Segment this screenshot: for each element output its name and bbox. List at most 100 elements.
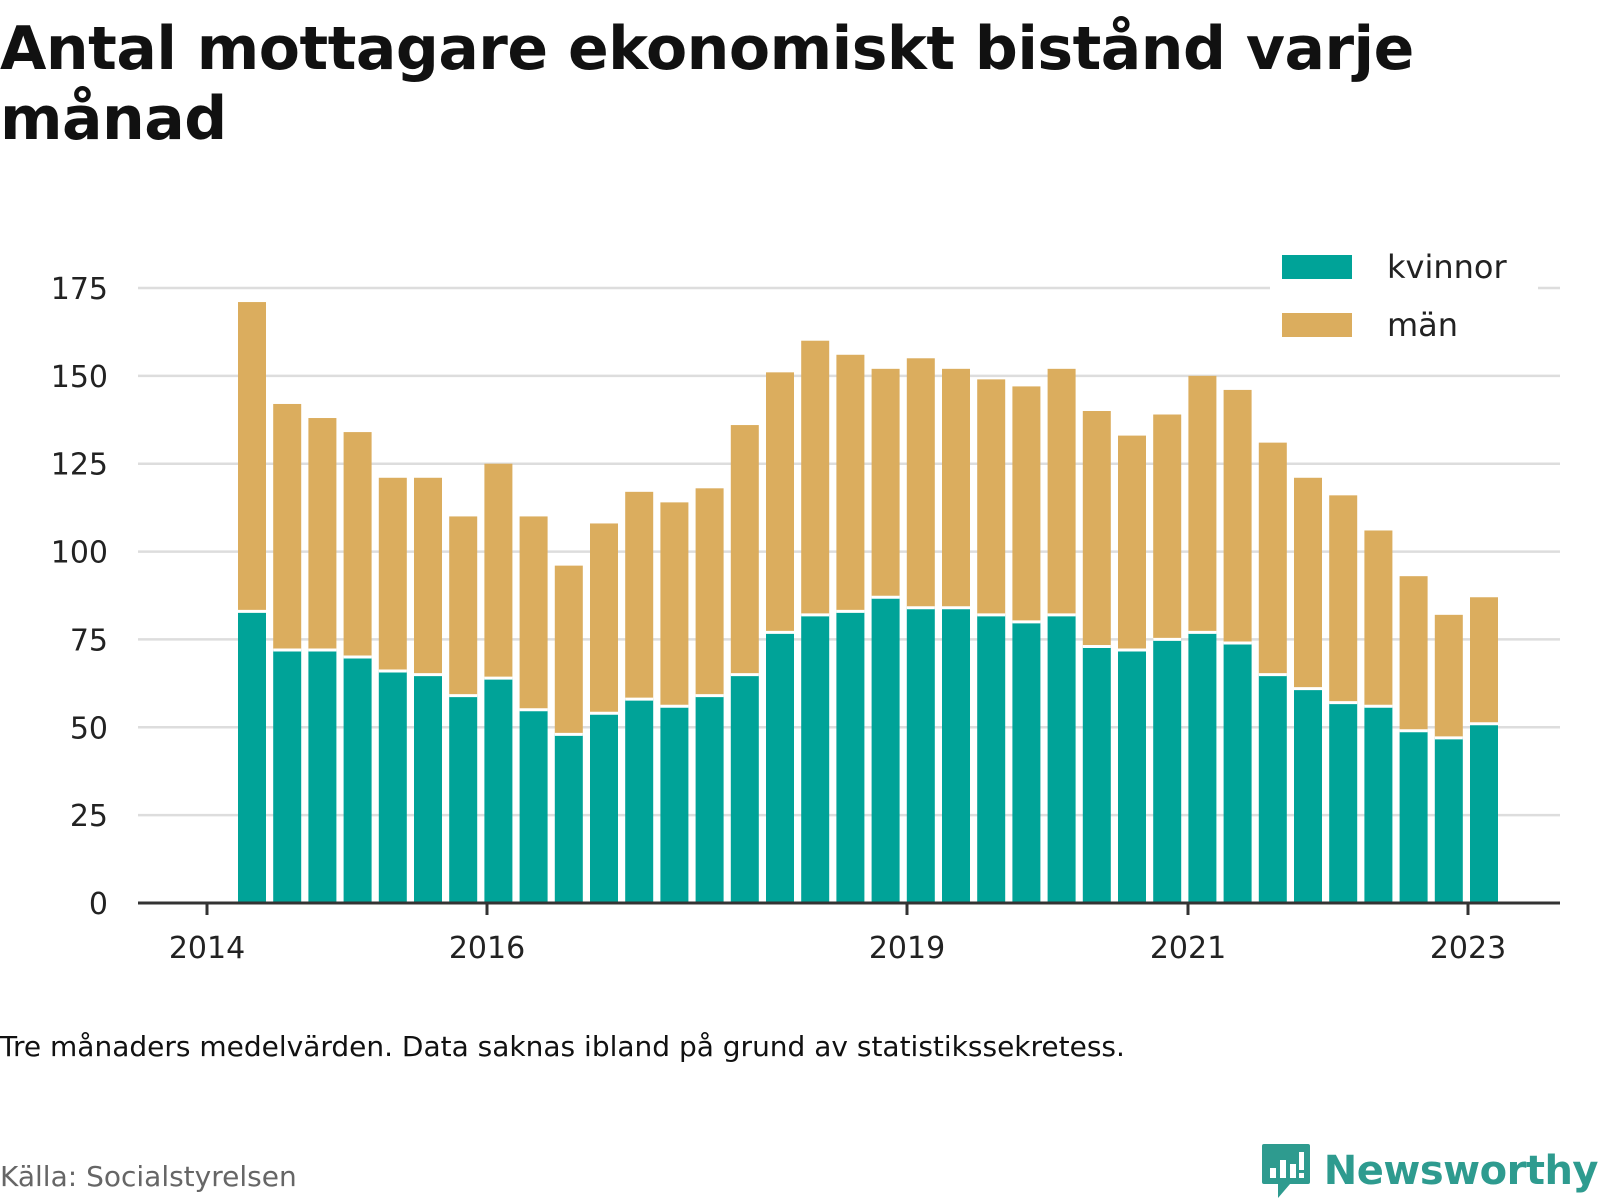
bar-kvinnor: [942, 607, 970, 903]
y-tick-label: 25: [70, 799, 108, 834]
bar-kvinnor: [977, 614, 1006, 903]
bar-man: [906, 358, 935, 608]
bar-man: [625, 491, 654, 700]
y-tick-label: 75: [70, 623, 108, 658]
bar-kvinnor: [343, 657, 372, 903]
bar-man: [1012, 386, 1041, 622]
legend-label: kvinnor: [1387, 248, 1508, 286]
x-tick-label: 2023: [1430, 931, 1506, 966]
bar-kvinnor: [554, 734, 583, 903]
bar-kvinnor: [308, 649, 337, 903]
bar-man: [942, 368, 970, 608]
bar-kvinnor: [801, 614, 830, 903]
bar-kvinnor: [871, 597, 900, 903]
bar-kvinnor: [1470, 723, 1498, 903]
legend-swatch: [1282, 255, 1352, 279]
x-tick-label: 2019: [869, 931, 945, 966]
bar-man: [484, 463, 513, 679]
brand-logo: Newsworthy: [1260, 1142, 1599, 1200]
bar-man: [1329, 495, 1358, 703]
y-tick-label: 125: [51, 448, 108, 483]
brand-name: Newsworthy: [1323, 1148, 1599, 1194]
bar-kvinnor: [660, 706, 689, 903]
bar-man: [1118, 435, 1146, 650]
bar-man: [1082, 411, 1111, 647]
bar-man: [1470, 597, 1498, 724]
x-tick-label: 2021: [1150, 931, 1226, 966]
newsworthy-logo-icon: [1261, 1144, 1310, 1198]
y-tick-label: 150: [51, 360, 108, 395]
bar-kvinnor: [1329, 702, 1358, 903]
bar-kvinnor: [590, 713, 618, 903]
bar-kvinnor: [1258, 674, 1287, 903]
bar-kvinnor: [484, 678, 513, 903]
bar-man: [801, 340, 830, 615]
bar-man: [554, 565, 583, 735]
bar-kvinnor: [1434, 737, 1463, 903]
y-axis-ticks: 0 25 50 75 100 125 150 175: [51, 272, 108, 922]
x-tick-label: 2016: [449, 931, 525, 966]
bar-kvinnor: [1364, 706, 1393, 903]
bar-man: [1399, 576, 1428, 731]
bar-man: [766, 372, 794, 633]
stacked-bar-chart: 0 25 50 75 100 125 150 175 2014 2016 2019 2021 2023…: [50, 240, 1560, 966]
bar-kvinnor: [449, 695, 478, 903]
bar-kvinnor: [519, 709, 548, 903]
bar-man: [1258, 442, 1287, 675]
bar-kvinnor: [906, 607, 935, 903]
bar-kvinnor: [695, 695, 724, 903]
bar-man: [378, 477, 407, 672]
bar-kvinnor: [414, 674, 442, 903]
bar-kvinnor: [1082, 646, 1111, 903]
bar-man: [660, 502, 689, 707]
bar-man: [238, 302, 266, 612]
bar-kvinnor: [1223, 642, 1252, 903]
bar-man: [1153, 414, 1182, 640]
chart-note: Tre månaders medelvärden. Data saknas ib…: [0, 1030, 1125, 1063]
bars: [238, 302, 1498, 903]
source-text: Källa: Socialstyrelsen: [0, 1160, 297, 1193]
bar-man: [1047, 368, 1076, 615]
bar-man: [449, 516, 478, 696]
bar-man: [343, 432, 372, 657]
legend-label: män: [1387, 306, 1458, 344]
bar-man: [1364, 530, 1393, 707]
bar-man: [871, 368, 900, 598]
bar-kvinnor: [1012, 621, 1041, 903]
bar-kvinnor: [238, 611, 266, 903]
bar-man: [1434, 614, 1463, 738]
y-tick-label: 175: [51, 272, 108, 307]
legend-swatch: [1282, 313, 1352, 337]
bar-kvinnor: [1188, 632, 1217, 903]
bar-man: [1188, 375, 1217, 633]
chart-title: Antal mottagare ekonomiskt bistånd varje…: [0, 14, 1414, 154]
x-axis: 2014 2016 2019 2021 2023: [138, 901, 1560, 966]
legend: kvinnor män: [1270, 240, 1538, 358]
bar-man: [695, 488, 724, 696]
bar-kvinnor: [625, 699, 654, 903]
bar-man: [273, 403, 302, 650]
bar-man: [1223, 389, 1252, 643]
bar-kvinnor: [1153, 639, 1182, 903]
bar-man: [977, 379, 1006, 615]
x-tick-label: 2014: [169, 931, 245, 966]
bar-kvinnor: [273, 649, 302, 903]
bar-kvinnor: [378, 671, 407, 903]
bar-man: [519, 516, 548, 710]
bar-man: [414, 477, 442, 675]
y-tick-label: 100: [51, 536, 108, 571]
bar-kvinnor: [766, 632, 794, 903]
y-tick-label: 0: [89, 887, 108, 922]
bar-man: [730, 425, 759, 675]
bar-kvinnor: [1047, 614, 1076, 903]
bar-man: [1294, 477, 1322, 689]
bar-kvinnor: [1399, 730, 1428, 903]
y-tick-label: 50: [70, 711, 108, 746]
bar-man: [836, 354, 865, 612]
bar-man: [308, 418, 337, 650]
bar-kvinnor: [730, 674, 759, 903]
bar-kvinnor: [1294, 688, 1322, 903]
bar-kvinnor: [836, 611, 865, 903]
bar-kvinnor: [1118, 649, 1146, 903]
bar-man: [590, 523, 618, 714]
